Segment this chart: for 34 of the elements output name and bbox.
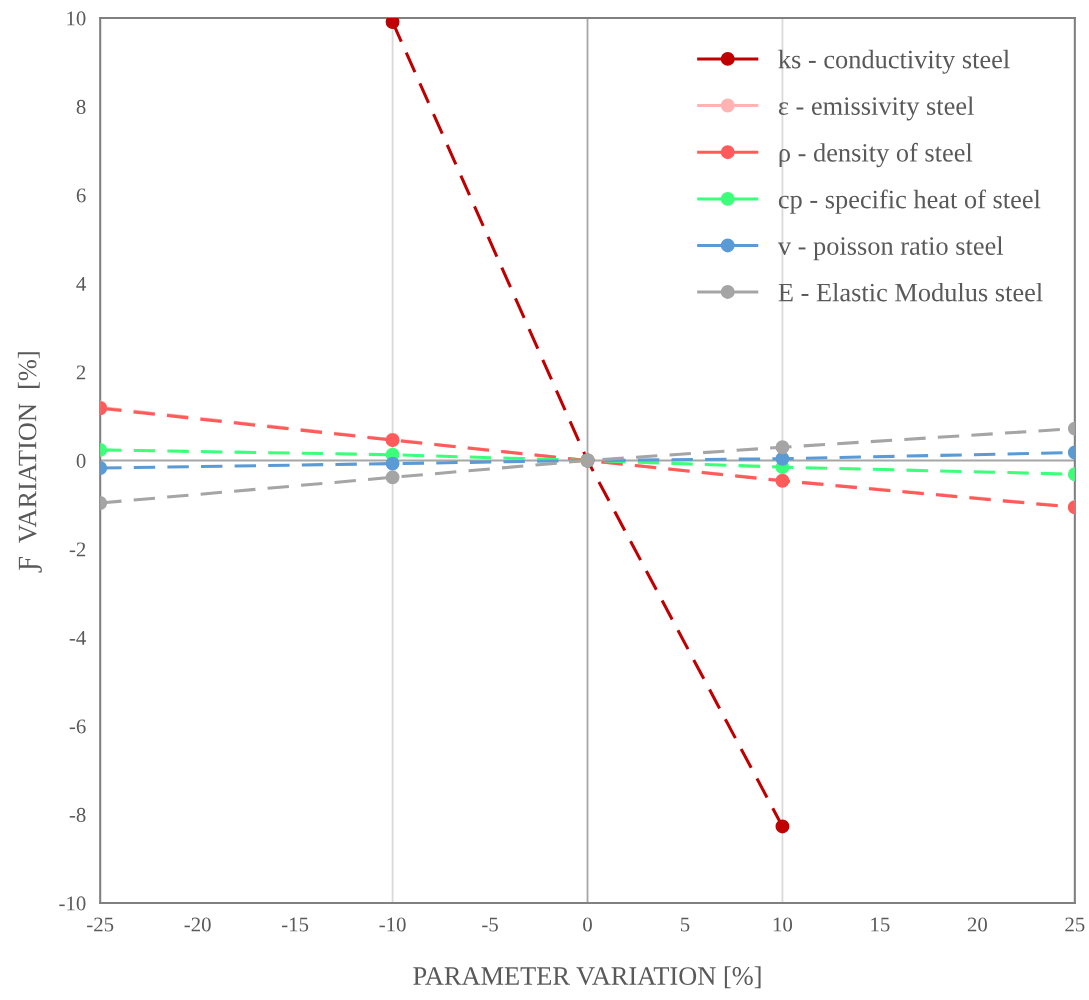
legend-label: E - Elastic Modulus steel [778, 282, 1043, 302]
x-tick-label: -20 [184, 917, 211, 932]
legend-label: v - poisson ratio steel [777, 236, 1004, 261]
y-tick-label: 6 [76, 188, 86, 203]
x-tick-label: 25 [1065, 917, 1085, 932]
point [385, 18, 400, 29]
x-tick-label: -5 [482, 917, 498, 932]
x-tick-label: 5 [680, 917, 690, 932]
y-tick-label: 4 [76, 277, 86, 291]
x-tick-label: -25 [87, 917, 114, 932]
x-tick-label: -15 [282, 917, 309, 932]
y-tick-label: -4 [69, 631, 86, 645]
point [775, 440, 790, 455]
point [385, 470, 400, 485]
y-tick-label: -8 [69, 807, 86, 822]
y-tick-label: 0 [76, 453, 86, 468]
y-tick-label: 2 [76, 365, 86, 380]
x-tick-label: 0 [583, 917, 592, 932]
x-tick-label: 15 [871, 917, 890, 932]
legend-label: ρ - density of steel [779, 142, 973, 168]
legend-label: ks - conductivity steel [778, 49, 1010, 74]
y-tick-label: -6 [69, 719, 86, 734]
point [775, 819, 790, 834]
x-tick-label: 10 [773, 917, 793, 932]
y-tick-label: 10 [67, 11, 86, 26]
legend-label: ε - emissivity steel [778, 96, 974, 121]
y-axis-title: Ƒ VARIATION [%] [17, 352, 42, 573]
x-axis-title: PARAMETER VARIATION [%] [413, 966, 761, 989]
x-tick-label: -10 [379, 917, 406, 932]
y-tick-label: 8 [76, 99, 86, 114]
y-tick-label: -10 [59, 896, 86, 911]
x-tick-label: 20 [967, 917, 987, 932]
legend-label: cp - specific heat of steel [778, 189, 1041, 214]
y-tick-label: -2 [69, 542, 86, 557]
